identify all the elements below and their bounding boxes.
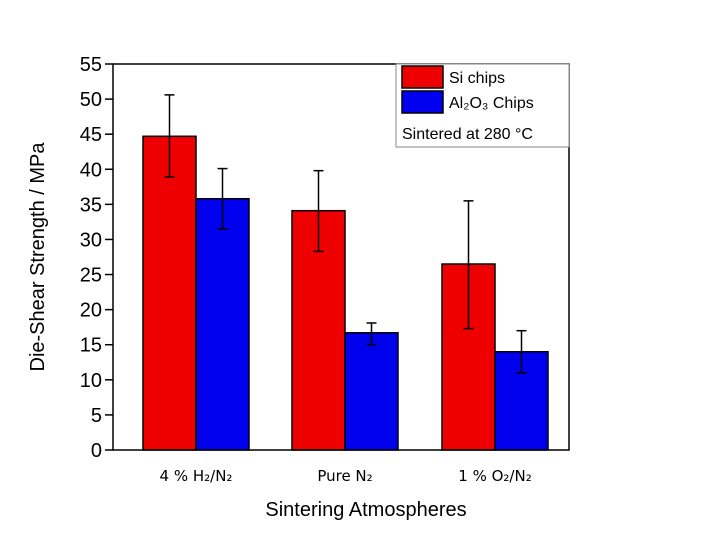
y-tick-label: 30 bbox=[80, 229, 102, 251]
y-tick-label: 20 bbox=[80, 300, 102, 322]
bar-al2o3 bbox=[344, 332, 399, 451]
y-tick-label: 15 bbox=[80, 335, 102, 357]
y-tick-label: 10 bbox=[80, 370, 102, 392]
y-tick-label: 45 bbox=[80, 124, 102, 146]
bar-al2o3 bbox=[195, 197, 250, 451]
y-tick-label: 50 bbox=[80, 89, 102, 111]
y-tick-label: 25 bbox=[80, 265, 102, 287]
x-tick-label: 1 % O₂/N₂ bbox=[458, 467, 531, 485]
plot-frame bbox=[112, 63, 570, 451]
x-tick-label: Pure N₂ bbox=[317, 467, 372, 485]
y-tick-label: 40 bbox=[80, 159, 102, 181]
bars-layer bbox=[142, 94, 549, 451]
y-tick-label: 55 bbox=[80, 54, 102, 76]
y-tick-label: 5 bbox=[91, 405, 102, 427]
y-tick-label: 0 bbox=[91, 440, 102, 462]
x-axis-label: Sintering Atmospheres bbox=[265, 499, 466, 521]
legend-label-al2o3: Al₂O₃ Chips bbox=[449, 95, 534, 112]
legend: Si chips Al₂O₃ Chips Sintered at 280 °C bbox=[395, 63, 570, 148]
legend-annotation: Sintered at 280 °C bbox=[402, 126, 533, 143]
y-axis-label: Die-Shear Strength / MPa bbox=[27, 142, 49, 372]
x-tick-label: 4 % H₂/N₂ bbox=[160, 467, 233, 485]
x-axis: 4 % H₂/N₂ Pure N₂ 1 % O₂/N₂ bbox=[160, 467, 532, 485]
legend-swatch-si bbox=[401, 65, 444, 89]
legend-swatch-al2o3 bbox=[401, 90, 444, 114]
y-axis: 0 5 10 15 20 25 30 35 40 45 50 55 bbox=[80, 54, 113, 462]
legend-label-si: Si chips bbox=[449, 70, 505, 87]
y-tick-label: 35 bbox=[80, 194, 102, 216]
bar-si bbox=[142, 135, 197, 451]
